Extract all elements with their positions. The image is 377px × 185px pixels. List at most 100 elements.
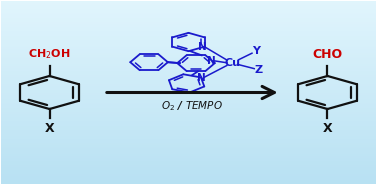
Text: X: X: [45, 122, 54, 135]
Bar: [1, 56, 376, 58]
Bar: [1, 52, 376, 54]
Bar: [1, 41, 376, 43]
Bar: [1, 116, 376, 118]
Text: Z: Z: [255, 65, 263, 75]
Bar: [1, 43, 376, 45]
Bar: [1, 170, 376, 171]
Bar: [1, 17, 376, 19]
Bar: [1, 3, 376, 4]
Bar: [1, 28, 376, 30]
Bar: [1, 107, 376, 109]
Bar: [1, 109, 376, 111]
Bar: [1, 80, 376, 81]
Bar: [1, 153, 376, 155]
Bar: [1, 166, 376, 168]
Bar: [1, 83, 376, 85]
Bar: [1, 129, 376, 131]
Text: Cu: Cu: [224, 58, 241, 68]
Text: Y: Y: [252, 46, 260, 56]
Bar: [1, 157, 376, 159]
Bar: [1, 72, 376, 74]
Bar: [1, 159, 376, 160]
Bar: [1, 151, 376, 153]
Bar: [1, 59, 376, 61]
Bar: [1, 87, 376, 89]
Bar: [1, 8, 376, 10]
Bar: [1, 148, 376, 149]
Bar: [1, 78, 376, 80]
Bar: [1, 10, 376, 12]
Bar: [1, 105, 376, 107]
Bar: [1, 58, 376, 59]
Bar: [1, 94, 376, 96]
Bar: [1, 6, 376, 8]
Bar: [1, 4, 376, 6]
Bar: [1, 26, 376, 28]
Bar: [1, 81, 376, 83]
Bar: [1, 30, 376, 32]
Bar: [1, 164, 376, 166]
Bar: [1, 137, 376, 138]
Bar: [1, 69, 376, 70]
Text: N: N: [207, 56, 216, 66]
Bar: [1, 160, 376, 162]
Bar: [1, 74, 376, 76]
Bar: [1, 63, 376, 65]
Bar: [1, 96, 376, 98]
Bar: [1, 37, 376, 39]
Bar: [1, 32, 376, 34]
Bar: [1, 23, 376, 25]
Bar: [1, 149, 376, 151]
Bar: [1, 111, 376, 113]
Bar: [1, 48, 376, 50]
Bar: [1, 47, 376, 48]
Bar: [1, 104, 376, 105]
Bar: [1, 131, 376, 133]
Bar: [1, 91, 376, 92]
Text: $O_2$ / $TEMPO$: $O_2$ / $TEMPO$: [161, 99, 223, 113]
Bar: [1, 162, 376, 164]
Bar: [1, 135, 376, 137]
Bar: [1, 61, 376, 63]
Bar: [1, 179, 376, 181]
Bar: [1, 126, 376, 127]
Bar: [1, 19, 376, 21]
Bar: [1, 102, 376, 104]
Bar: [1, 54, 376, 56]
Bar: [1, 76, 376, 78]
Bar: [1, 36, 376, 37]
Bar: [1, 182, 376, 184]
Bar: [1, 85, 376, 87]
Bar: [1, 142, 376, 144]
Bar: [1, 98, 376, 100]
Bar: [1, 155, 376, 157]
Bar: [1, 138, 376, 140]
Bar: [1, 12, 376, 14]
Bar: [1, 89, 376, 91]
Bar: [1, 133, 376, 135]
Text: CHO: CHO: [313, 48, 343, 61]
Bar: [1, 118, 376, 120]
Bar: [1, 34, 376, 36]
Bar: [1, 65, 376, 67]
Bar: [1, 144, 376, 146]
Bar: [1, 21, 376, 23]
Bar: [1, 1, 376, 3]
Text: X: X: [323, 122, 332, 135]
Bar: [1, 175, 376, 177]
Bar: [1, 15, 376, 17]
Bar: [1, 45, 376, 47]
Bar: [1, 181, 376, 182]
Bar: [1, 173, 376, 175]
Bar: [1, 70, 376, 72]
Bar: [1, 146, 376, 148]
Bar: [1, 67, 376, 69]
Text: CH$_2$OH: CH$_2$OH: [28, 47, 71, 61]
Bar: [1, 92, 376, 94]
Bar: [1, 39, 376, 41]
Bar: [1, 171, 376, 173]
Bar: [1, 127, 376, 129]
Bar: [1, 120, 376, 122]
Text: N: N: [198, 42, 207, 52]
Bar: [1, 25, 376, 26]
